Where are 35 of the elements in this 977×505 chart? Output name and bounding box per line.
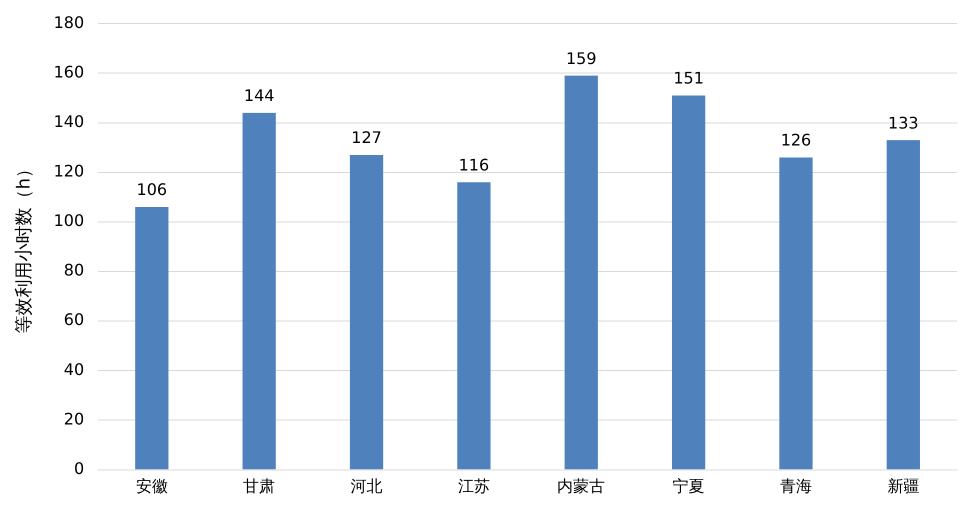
y-tick-label: 120 xyxy=(54,161,84,180)
x-tick-label: 安徽 xyxy=(136,476,168,496)
y-tick-label: 140 xyxy=(54,112,84,131)
x-tick-label: 甘肃 xyxy=(243,476,276,496)
y-tick-label: 0 xyxy=(74,458,84,478)
y-axis-title: 等效利用小时数（h） xyxy=(13,160,34,334)
y-tick-label: 180 xyxy=(54,12,84,32)
bar xyxy=(350,154,384,470)
x-tick-label: 宁夏 xyxy=(672,476,705,496)
x-tick-label: 河北 xyxy=(350,476,383,496)
y-tick-label: 160 xyxy=(54,62,84,82)
y-tick-label: 100 xyxy=(54,211,84,230)
x-tick-label: 青海 xyxy=(780,476,812,496)
bar xyxy=(135,207,168,470)
bar xyxy=(242,112,276,470)
bar xyxy=(886,140,920,470)
data-label: 144 xyxy=(244,86,274,105)
y-tick-label: 20 xyxy=(64,409,84,428)
bar xyxy=(672,95,706,470)
x-tick-label: 新疆 xyxy=(887,476,920,496)
x-tick-label: 江苏 xyxy=(458,476,490,496)
y-tick-label: 40 xyxy=(64,360,84,379)
data-label: 106 xyxy=(136,180,168,200)
bar xyxy=(779,157,813,470)
data-label: 151 xyxy=(673,68,704,88)
y-tick-label: 60 xyxy=(64,310,84,330)
data-label: 159 xyxy=(566,48,597,68)
x-tick-label: 内蒙古 xyxy=(557,476,606,496)
bar xyxy=(564,76,598,470)
y-tick-label: 80 xyxy=(64,260,84,280)
data-label: 116 xyxy=(458,155,490,174)
data-label: 126 xyxy=(780,130,812,150)
bar xyxy=(457,182,491,470)
data-label: 133 xyxy=(888,113,919,132)
data-label: 127 xyxy=(351,128,382,148)
